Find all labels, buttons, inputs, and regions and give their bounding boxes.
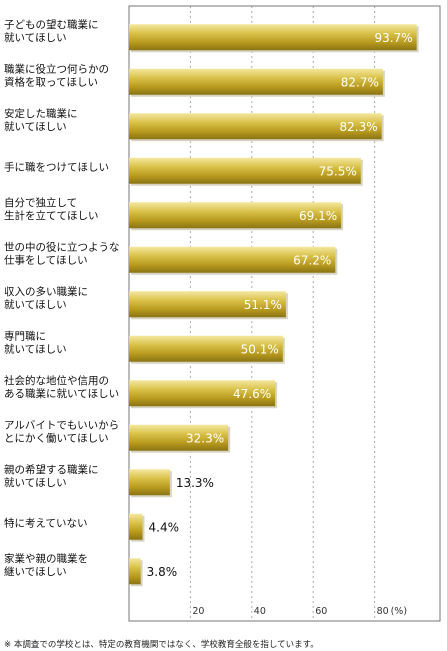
unit-label: (%) [391, 606, 407, 617]
value-label: 67.2% [293, 253, 331, 267]
bar [129, 113, 382, 140]
value-label: 3.8% [147, 565, 178, 579]
category-label: 家業や親の職業を継いでほしい [4, 552, 88, 578]
category-label: 特に考えていない [4, 518, 87, 530]
bar-group: 82.7% [129, 68, 385, 97]
category-label-line: とにかく働いてほしい [4, 432, 109, 445]
bar-group: 82.3% [129, 113, 384, 142]
value-label: 69.1% [299, 209, 337, 223]
category-label: 子どもの望む職業に就いてほしい [4, 18, 99, 44]
category-label: 親の希望する職業に就いてほしい [4, 463, 99, 489]
bar-group: 69.1% [129, 202, 344, 231]
category-label-line: 安定した職業に [4, 107, 78, 120]
category-label-line: 生計を立ててほしい [4, 209, 99, 222]
category-label: アルバイトでもいいからとにかく働いてほしい [4, 420, 119, 445]
category-label-line: 世の中の役に立つような [4, 241, 120, 254]
bar [129, 24, 417, 51]
bar-group: 3.8% [129, 558, 178, 587]
category-label-line: 収入の多い職業に [4, 285, 88, 298]
value-label: 82.7% [341, 75, 379, 89]
bar-group: 93.7% [129, 24, 419, 53]
category-label-line: 就いてほしい [4, 476, 67, 489]
bar [129, 291, 286, 318]
category-label-line: 就いてほしい [4, 298, 67, 311]
category-label-line: 資格を取ってほしい [4, 76, 98, 89]
category-label: 世の中の役に立つような仕事をしてほしい [4, 241, 120, 267]
category-label-line: 仕事をしてほしい [4, 254, 88, 267]
value-label: 32.3% [186, 431, 224, 445]
tick-label-40: 40 [254, 606, 266, 617]
tick-label-80: 80 [377, 606, 389, 617]
category-label-line: 特に考えていない [4, 518, 87, 530]
category-label-line: 就いてほしい [4, 120, 67, 133]
bar [129, 246, 336, 273]
bar [129, 157, 361, 184]
bar-group: 75.5% [129, 157, 363, 186]
category-label-line: 社会的な地位や信用の [4, 374, 109, 387]
value-label: 13.3% [176, 476, 214, 490]
category-label: 安定した職業に就いてほしい [4, 107, 78, 133]
value-label: 82.3% [340, 120, 378, 134]
bar-group: 32.3% [129, 424, 231, 453]
bar-group: 13.3% [129, 469, 214, 498]
tick-label-60: 60 [315, 606, 327, 617]
category-label-line: 家業や親の職業を [4, 552, 88, 565]
bar [129, 558, 141, 585]
bar [129, 68, 383, 95]
category-label-line: ある職業に就いてほしい [4, 387, 119, 400]
value-label: 47.6% [233, 387, 271, 401]
category-label: 自分で独立して生計を立ててほしい [4, 196, 99, 222]
category-label-line: 就いてほしい [4, 343, 67, 356]
category-label: 手に職をつけてほしい [4, 161, 109, 174]
bar-group: 51.1% [129, 291, 288, 320]
bar-group: 67.2% [129, 246, 338, 275]
axis-ticks: 20 40 60 80 (%) [192, 606, 407, 617]
category-label: 社会的な地位や信用のある職業に就いてほしい [4, 374, 119, 400]
value-label: 93.7% [375, 31, 413, 45]
value-label: 50.1% [241, 342, 279, 356]
bar-group: 50.1% [129, 335, 285, 364]
value-label: 75.5% [319, 164, 357, 178]
value-label: 4.4% [149, 520, 180, 534]
category-label-line: 職業に役立つ何らかの [4, 63, 109, 76]
category-label-line: 手に職をつけてほしい [4, 161, 109, 174]
bars-layer: 93.7% 82.7% 82.3% 75.5% 69.1% 67.2% 51.1% 50.1%… [129, 24, 419, 587]
bar [129, 513, 143, 540]
bar [129, 380, 276, 407]
bar [129, 469, 170, 496]
category-label-line: 親の希望する職業に [4, 463, 99, 476]
bar [129, 335, 283, 362]
bar-group: 47.6% [129, 380, 278, 409]
bar [129, 202, 342, 229]
category-label-line: 就いてほしい [4, 31, 67, 44]
bar-group: 4.4% [129, 513, 180, 542]
tick-label-20: 20 [192, 606, 204, 617]
category-label-line: 継いでほしい [4, 565, 67, 578]
footnote: ※ 本調査での学校とは、特定の教育機関ではなく、学校教育全般を指しています。 [4, 640, 319, 650]
bar [129, 424, 229, 451]
category-label-line: 専門職に [4, 331, 46, 343]
value-label: 51.1% [244, 298, 282, 312]
category-label: 収入の多い職業に就いてほしい [4, 285, 88, 311]
category-label-line: 自分で独立して [4, 196, 77, 209]
category-label-line: 子どもの望む職業に [4, 18, 99, 31]
category-label: 職業に役立つ何らかの資格を取ってほしい [4, 63, 109, 89]
category-label-line: アルバイトでもいいから [4, 420, 119, 432]
category-label: 専門職に就いてほしい [4, 331, 67, 356]
category-labels: 子どもの望む職業に就いてほしい職業に役立つ何らかの資格を取ってほしい安定した職業… [4, 18, 120, 578]
